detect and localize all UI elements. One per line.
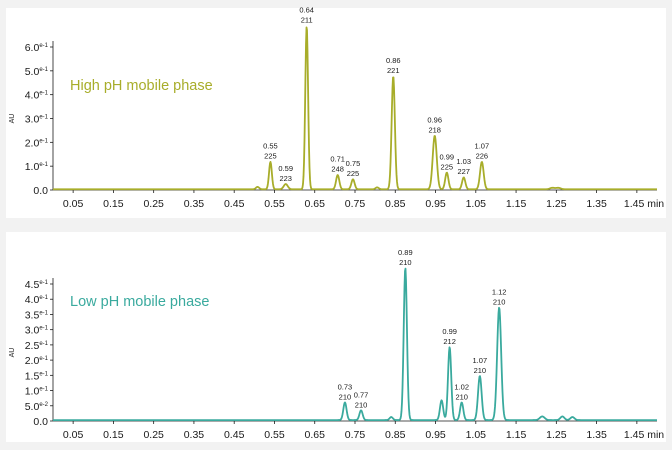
peak-retention-label: 0.55: [263, 142, 278, 151]
x-tick-label: 0.65: [305, 429, 326, 441]
peak-wavelength-label: 226: [476, 152, 489, 161]
peak-wavelength-label: 211: [301, 16, 313, 25]
y-tick-label: 4.0e-1: [25, 90, 49, 102]
x-tick-label: 1.05: [466, 198, 487, 210]
peak-wavelength-label: 223: [279, 174, 292, 183]
y-tick-label: 2.5e-1: [25, 340, 49, 352]
y-tick-label: 1.5e-1: [25, 370, 49, 382]
y-tick-label: 4.0e-1: [25, 294, 49, 306]
x-tick-label: 0.25: [143, 429, 164, 441]
x-tick-label: 1.05: [466, 429, 487, 441]
peak-retention-label: 0.86: [386, 56, 401, 65]
peak-wavelength-label: 221: [387, 66, 400, 75]
y-axis-label: AU: [9, 114, 16, 124]
y-tick-label: 4.5e-1: [25, 279, 49, 291]
x-tick-label: 1.25: [546, 198, 567, 210]
x-tick-label: 0.75: [345, 198, 366, 210]
peak-retention-label: 0.99: [440, 152, 455, 161]
peak-wavelength-label: 210: [339, 392, 352, 401]
x-tick-label: 0.95: [425, 429, 446, 441]
y-tick-label: 2.0e-1: [25, 137, 49, 149]
peak-wavelength-label: 212: [443, 337, 456, 346]
x-tick-label: 1.45 min: [624, 429, 664, 441]
x-tick-label: 0.85: [385, 198, 406, 210]
high-ph-panel: 0.05 0.15 0.25 0.35 0.45 0.55 0.65 0.75 0.85 0.95…: [6, 6, 666, 218]
peak-wavelength-label: 225: [441, 162, 454, 171]
y-tick-label: 2.0e-1: [25, 355, 49, 367]
chromatogram-trace: [52, 26, 658, 191]
x-tick-label: 1.35: [586, 429, 607, 441]
y-tick-label: 1.0e-1: [25, 161, 49, 173]
peak-retention-label: 1.02: [454, 382, 469, 391]
peak-retention-label: 1.12: [492, 287, 507, 296]
peak-retention-label: 0.75: [346, 159, 361, 168]
peak-retention-label: 0.96: [427, 115, 442, 124]
peak-retention-label: 1.07: [473, 356, 488, 365]
peak-wavelength-label: 225: [347, 169, 360, 178]
peak-wavelength-label: 227: [457, 167, 470, 176]
y-tick-label: 1.0e-1: [25, 386, 49, 398]
x-tick-label: 0.25: [143, 198, 164, 210]
x-tick-label: 0.05: [63, 429, 84, 441]
peak-wavelength-label: 218: [428, 125, 441, 134]
peak-retention-label: 0.71: [330, 155, 345, 164]
y-axis-label: AU: [9, 348, 16, 358]
chromatogram-trace: [52, 267, 658, 421]
panel-title: High pH mobile phase: [70, 78, 213, 94]
y-tick-label: 5.0e-2: [25, 401, 49, 413]
y-tick-label: 5.0e-1: [25, 66, 49, 78]
x-tick-label: 0.45: [224, 198, 245, 210]
peak-retention-label: 0.64: [299, 6, 314, 15]
peak-wavelength-label: 210: [493, 297, 506, 306]
peak-retention-label: 1.07: [475, 142, 490, 151]
y-tick-label: 3.5e-1: [25, 309, 49, 321]
peak-retention-label: 0.59: [278, 164, 293, 173]
y-tick-label: 3.0e-1: [25, 114, 49, 126]
peak-wavelength-label: 248: [331, 165, 344, 174]
peak-wavelength-label: 210: [399, 258, 412, 267]
y-tick-label: 6.0e-1: [25, 42, 49, 54]
y-tick-label: 0.0: [33, 416, 48, 428]
x-tick-label: 1.15: [506, 198, 527, 210]
x-tick-label: 0.85: [385, 429, 406, 441]
x-tick-label: 1.25: [546, 429, 567, 441]
plot-background: [6, 8, 666, 218]
peak-wavelength-label: 210: [474, 366, 487, 375]
panel-title: Low pH mobile phase: [70, 294, 209, 310]
x-tick-label: 1.45 min: [624, 198, 664, 210]
x-tick-label: 0.95: [425, 198, 446, 210]
peak-wavelength-label: 225: [264, 152, 277, 161]
x-tick-label: 0.55: [264, 198, 285, 210]
x-tick-label: 0.65: [305, 198, 326, 210]
x-tick-label: 0.55: [264, 429, 285, 441]
peak-wavelength-label: 210: [355, 400, 368, 409]
plot-background: [6, 232, 666, 442]
x-tick-label: 0.35: [184, 198, 205, 210]
x-tick-label: 0.05: [63, 198, 84, 210]
peak-wavelength-label: 210: [455, 392, 468, 401]
x-tick-label: 0.75: [345, 429, 366, 441]
peak-retention-label: 1.03: [456, 157, 471, 166]
low-ph-panel: 0.05 0.15 0.25 0.35 0.45 0.55 0.65 0.75 0.85 0.95…: [6, 232, 666, 442]
y-tick-label: 3.0e-1: [25, 325, 49, 337]
x-tick-label: 0.35: [184, 429, 205, 441]
x-tick-label: 1.15: [506, 429, 527, 441]
peak-retention-label: 0.99: [442, 327, 457, 336]
peak-retention-label: 0.73: [338, 382, 353, 391]
y-tick-label: 0.0: [33, 185, 48, 197]
x-tick-label: 0.45: [224, 429, 245, 441]
x-tick-label: 0.15: [103, 198, 124, 210]
x-tick-label: 1.35: [586, 198, 607, 210]
peak-retention-label: 0.89: [398, 248, 413, 257]
x-tick-label: 0.15: [103, 429, 124, 441]
peak-retention-label: 0.77: [354, 390, 369, 399]
